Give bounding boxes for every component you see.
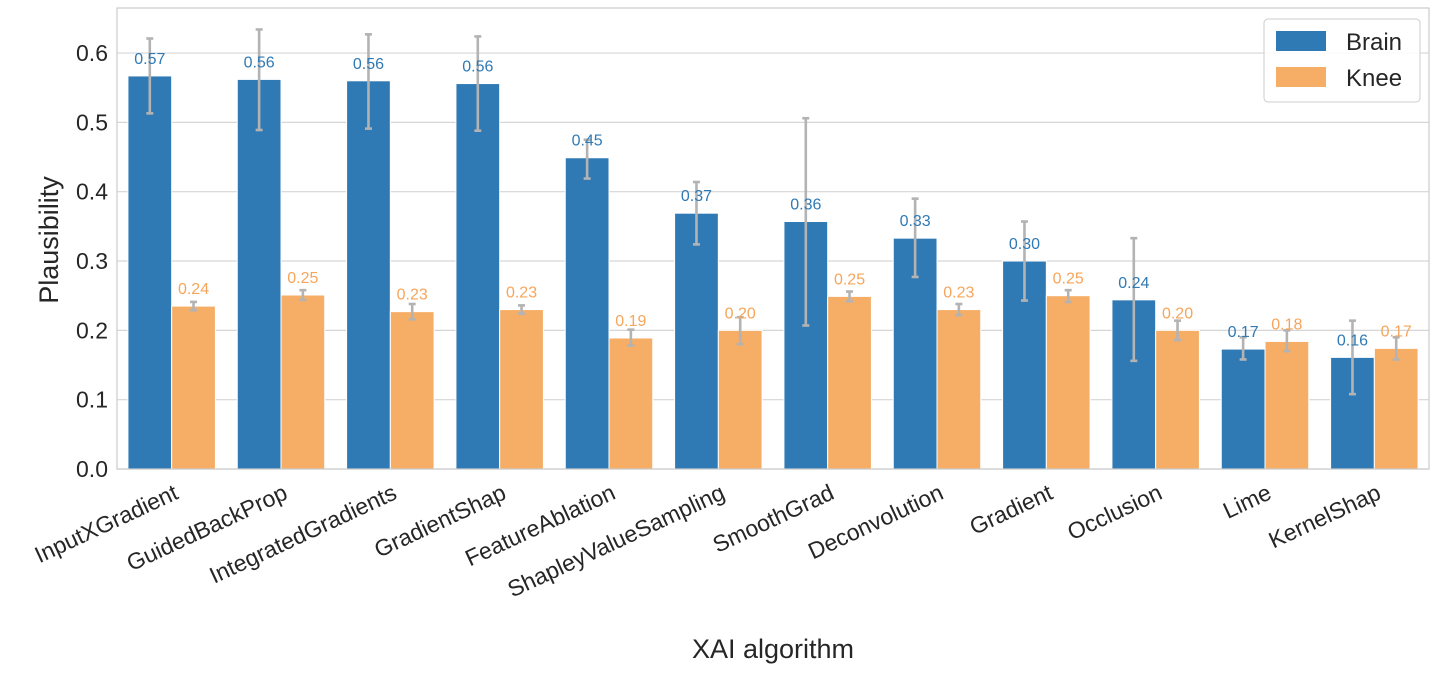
- error-bar-brain: [474, 35, 482, 133]
- bar-knee: [389, 311, 435, 470]
- bar-brain: [127, 75, 173, 470]
- error-bar-knee: [1283, 329, 1291, 353]
- value-label-knee: 0.24: [178, 281, 209, 298]
- error-bar-knee: [627, 328, 635, 347]
- y-tick-label: 0.3: [76, 248, 108, 274]
- error-bar-knee: [1392, 335, 1400, 361]
- value-label-brain: 0.56: [244, 54, 275, 71]
- error-bar-knee: [955, 302, 963, 317]
- value-label-knee: 0.19: [615, 313, 646, 330]
- error-bar-brain: [1239, 335, 1247, 361]
- value-label-knee: 0.23: [943, 285, 974, 302]
- value-label-brain: 0.24: [1118, 275, 1149, 292]
- bar-knee: [1155, 329, 1200, 470]
- error-bar-knee: [1174, 319, 1182, 342]
- bar-brain: [1220, 348, 1266, 470]
- value-label-knee: 0.25: [834, 271, 865, 288]
- y-axis-ticks: 0.0 0.1 0.2 0.3 0.4 0.5 0.6: [76, 40, 108, 482]
- error-bar-brain: [1348, 319, 1356, 396]
- error-bar-brain: [255, 28, 263, 132]
- y-tick-label: 0.6: [76, 40, 108, 66]
- bar-knee: [1373, 347, 1419, 470]
- error-bar-brain: [911, 197, 919, 279]
- value-label-brain: 0.36: [790, 197, 821, 214]
- value-label-brain: 0.16: [1337, 332, 1368, 349]
- bar-knee: [1264, 340, 1310, 470]
- y-tick-label: 0.5: [76, 109, 108, 135]
- error-bar-brain: [583, 138, 591, 180]
- x-tick-label: KernelShap: [1265, 479, 1385, 553]
- value-label-brain: 0.37: [681, 188, 712, 205]
- legend-label-brain: Brain: [1346, 29, 1402, 56]
- legend-swatch-knee: [1276, 67, 1326, 87]
- value-label-knee: 0.25: [287, 270, 318, 287]
- y-tick-label: 0.0: [76, 456, 108, 482]
- legend-swatch-brain: [1276, 31, 1326, 51]
- bar-knee: [280, 294, 326, 470]
- value-label-knee: 0.17: [1381, 323, 1412, 340]
- y-tick-label: 0.2: [76, 317, 108, 343]
- y-axis-label: Plausibility: [34, 176, 64, 304]
- x-tick-label: Occlusion: [1063, 479, 1166, 545]
- bar-brain: [236, 78, 282, 470]
- value-label-brain: 0.45: [572, 133, 603, 150]
- error-bar-brain: [802, 116, 810, 327]
- error-bar-brain: [364, 33, 372, 130]
- value-label-knee: 0.20: [725, 305, 756, 322]
- bar-knee: [1045, 295, 1091, 470]
- error-bar-knee: [1064, 288, 1072, 304]
- value-label-brain: 0.56: [353, 56, 384, 73]
- bars: [127, 75, 1419, 470]
- bar-brain: [455, 83, 501, 470]
- error-bar-knee: [736, 315, 744, 346]
- error-bar-knee: [846, 290, 854, 303]
- value-label-brain: 0.57: [134, 51, 165, 68]
- error-bar-knee: [518, 304, 526, 316]
- plot-frame: [116, 7, 1430, 470]
- error-bar-brain: [146, 37, 154, 115]
- value-label-knee: 0.18: [1271, 316, 1302, 333]
- value-labels: 0.57 0.56 0.56 0.56 0.45 0.37 0.36 0.33 0.30 0.24…: [134, 51, 1412, 349]
- error-bar-brain: [1020, 220, 1028, 302]
- error-bar-knee: [190, 300, 198, 312]
- x-tick-label: Lime: [1219, 479, 1275, 524]
- value-label-knee: 0.23: [506, 285, 537, 302]
- bar-knee: [499, 309, 544, 470]
- y-tick-label: 0.4: [76, 179, 108, 205]
- value-label-brain: 0.56: [462, 59, 493, 76]
- x-tick-label: IntegratedGradients: [205, 479, 400, 588]
- legend-label-knee: Knee: [1346, 65, 1402, 92]
- error-bar-brain: [692, 180, 700, 246]
- bar-brain: [674, 212, 719, 470]
- error-bars: [146, 28, 1400, 396]
- value-label-brain: 0.17: [1228, 324, 1259, 341]
- bar-brain: [346, 80, 391, 470]
- value-label-brain: 0.30: [1009, 236, 1040, 253]
- value-label-knee: 0.25: [1053, 271, 1084, 288]
- bar-knee: [608, 337, 654, 470]
- value-label-brain: 0.33: [900, 213, 931, 230]
- bar-brain: [564, 157, 610, 470]
- bar-knee: [936, 309, 982, 470]
- error-bar-knee: [408, 302, 416, 321]
- value-label-knee: 0.23: [397, 287, 428, 304]
- bar-knee: [717, 329, 763, 470]
- x-axis-label: XAI algorithm: [692, 634, 854, 664]
- value-label-knee: 0.20: [1162, 305, 1193, 322]
- gridlines: [117, 52, 1429, 470]
- x-axis-ticks: InputXGradientGuidedBackPropIntegratedGr…: [31, 479, 1385, 603]
- x-tick-label: Gradient: [966, 479, 1057, 540]
- bar-knee: [827, 295, 872, 470]
- legend: Brain Knee: [1263, 18, 1421, 103]
- error-bar-knee: [299, 288, 307, 302]
- error-bar-brain: [1130, 236, 1138, 363]
- y-tick-label: 0.1: [76, 387, 108, 413]
- bar-knee: [171, 305, 216, 470]
